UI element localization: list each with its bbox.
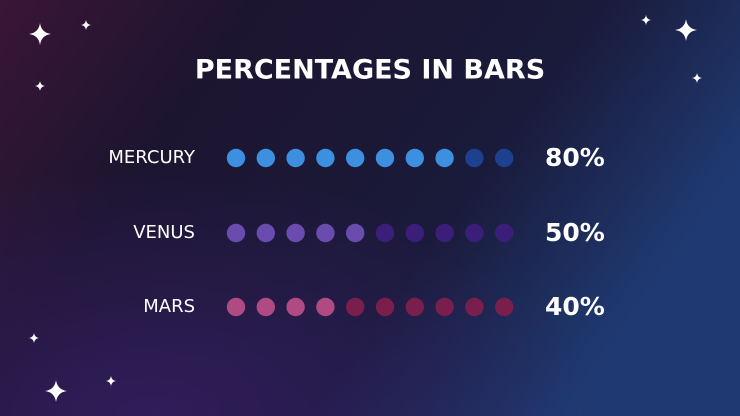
dot: [226, 297, 246, 317]
dot: [286, 148, 305, 168]
dot: [316, 148, 335, 168]
dot: [435, 297, 454, 317]
dot: [375, 223, 395, 243]
category-label: VENUS: [133, 222, 195, 243]
value-label: 40%: [545, 292, 605, 321]
dot: [435, 148, 454, 168]
dot: [495, 148, 514, 168]
dot: [256, 297, 275, 317]
dot: [375, 148, 395, 168]
dot: [405, 297, 424, 317]
dot: [256, 223, 275, 243]
dot: [495, 297, 514, 317]
chart-title: PERCENTAGES IN BARS: [195, 55, 545, 86]
dot: [375, 297, 395, 317]
dot: [346, 148, 365, 168]
dot: [405, 223, 424, 243]
dot: [435, 223, 454, 243]
dot: [226, 223, 246, 243]
dot: [226, 148, 246, 168]
dot: [256, 148, 275, 168]
value-label: 50%: [545, 218, 605, 247]
category-label: MERCURY: [108, 147, 196, 168]
dot: [346, 297, 365, 317]
dot: [286, 297, 305, 317]
dot: [465, 223, 484, 243]
dot: [286, 223, 305, 243]
dot: [405, 148, 424, 168]
dot: [495, 223, 514, 243]
dot: [346, 223, 365, 243]
category-label: MARS: [143, 296, 195, 317]
dot: [316, 223, 335, 243]
dot: [465, 297, 484, 317]
dot: [465, 148, 484, 168]
dot: [316, 297, 335, 317]
value-label: 80%: [545, 143, 605, 172]
